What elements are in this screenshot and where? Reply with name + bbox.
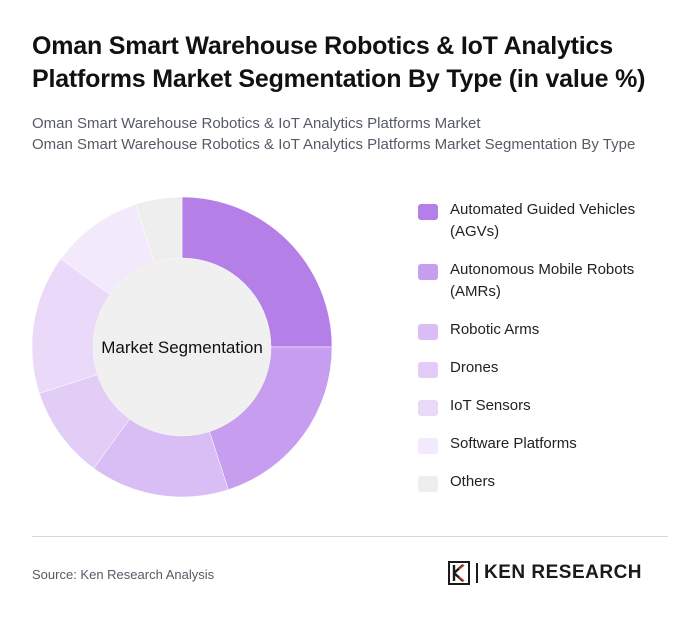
page-title: Oman Smart Warehouse Robotics & IoT Anal…: [32, 32, 646, 93]
legend-label: Autonomous Mobile Robots (AMRs): [450, 261, 635, 300]
legend-swatch: [418, 264, 438, 280]
donut-chart: Market Segmentation: [31, 196, 333, 498]
legend: Automated Guided Vehicles (AGVs) Autonomo…: [418, 199, 688, 509]
ken-research-logo: KEN RESEARCH: [448, 560, 642, 586]
logo-text: KEN RESEARCH: [484, 562, 643, 583]
center-label: Market Segmentation: [101, 338, 263, 357]
legend-label: IoT Sensors: [450, 397, 531, 414]
legend-item: Drones: [418, 357, 688, 379]
ken-logo-icon: [448, 561, 470, 585]
legend-swatch: [418, 362, 438, 378]
legend-item: Others: [418, 471, 688, 493]
legend-label: Software Platforms: [450, 435, 577, 452]
legend-label: Drones: [450, 359, 499, 376]
logo-divider: [476, 563, 478, 583]
source-note: Source: Ken Research Analysis: [32, 567, 215, 582]
legend-item: Automated Guided Vehicles (AGVs): [418, 199, 688, 243]
legend-item: Robotic Arms: [418, 319, 688, 341]
legend-item: Autonomous Mobile Robots (AMRs): [418, 259, 688, 303]
legend-swatch: [418, 400, 438, 416]
donut-hole: [93, 258, 271, 436]
legend-swatch: [418, 438, 438, 454]
divider: [32, 536, 668, 537]
subtitle: Oman Smart Warehouse Robotics & IoT Anal…: [32, 113, 682, 155]
legend-swatch: [418, 204, 438, 220]
legend-label: Automated Guided Vehicles (AGVs): [450, 201, 636, 240]
legend-swatch: [418, 476, 438, 492]
subtitle-line-1: Oman Smart Warehouse Robotics & IoT Anal…: [32, 115, 481, 132]
legend-label: Others: [450, 473, 496, 490]
legend-item: IoT Sensors: [418, 395, 688, 417]
legend-label: Robotic Arms: [450, 321, 540, 338]
subtitle-line-2: Oman Smart Warehouse Robotics & IoT Anal…: [32, 136, 636, 153]
legend-swatch: [418, 324, 438, 340]
donut-slices: [31, 196, 333, 498]
legend-item: Software Platforms: [418, 433, 688, 455]
